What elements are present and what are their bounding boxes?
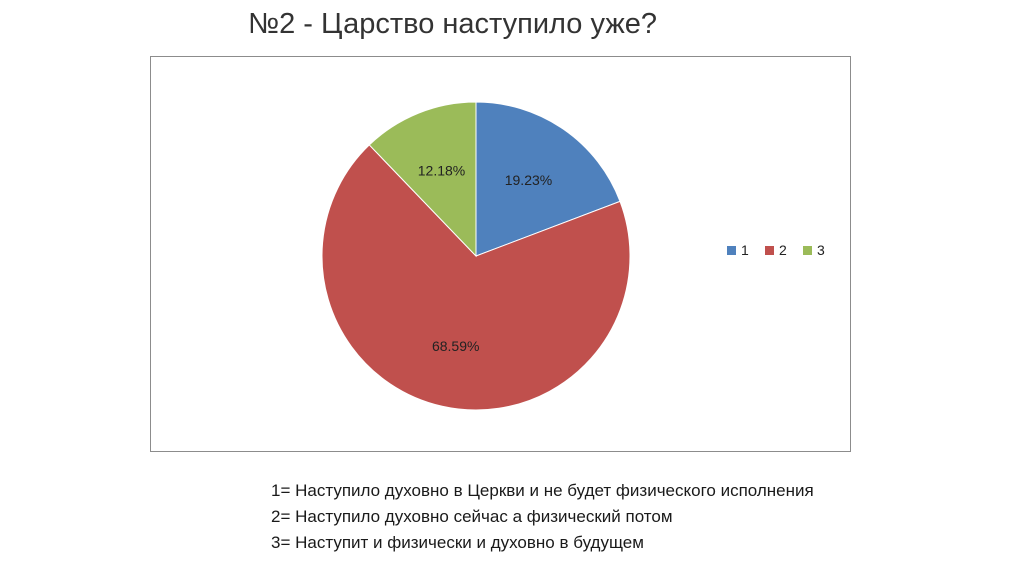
chart-frame: 19.23% 68.59% 12.18% 1 2 3 — [150, 56, 851, 452]
pie-slice-2 — [321, 144, 631, 411]
legend-swatch-2 — [765, 246, 774, 255]
legend-label-2: 2 — [779, 242, 787, 258]
note-3: 3= Наступит и физически и духовно в буду… — [271, 533, 644, 552]
legend-swatch-3 — [803, 246, 812, 255]
legend-notes: 1= Наступило духовно в Церкви и не будет… — [271, 478, 814, 556]
pie-slice-3 — [368, 101, 477, 258]
data-label-2: 68.59% — [432, 338, 479, 354]
data-label-1: 19.23% — [505, 172, 552, 188]
legend-item-3: 3 — [803, 242, 825, 258]
legend-item-1: 1 — [727, 242, 749, 258]
note-1: 1= Наступило духовно в Церкви и не будет… — [271, 481, 814, 500]
slide-title: №2 - Царство наступило уже? — [248, 8, 657, 40]
note-2: 2= Наступило духовно сейчас а физический… — [271, 507, 673, 526]
legend-swatch-1 — [727, 246, 736, 255]
pie-chart: 19.23% 68.59% 12.18% 1 2 3 — [321, 101, 825, 411]
data-label-3: 12.18% — [418, 162, 465, 178]
pie-slice-1 — [475, 101, 621, 257]
legend-item-2: 2 — [765, 242, 787, 258]
legend-label-1: 1 — [741, 242, 749, 258]
legend-label-3: 3 — [817, 242, 825, 258]
